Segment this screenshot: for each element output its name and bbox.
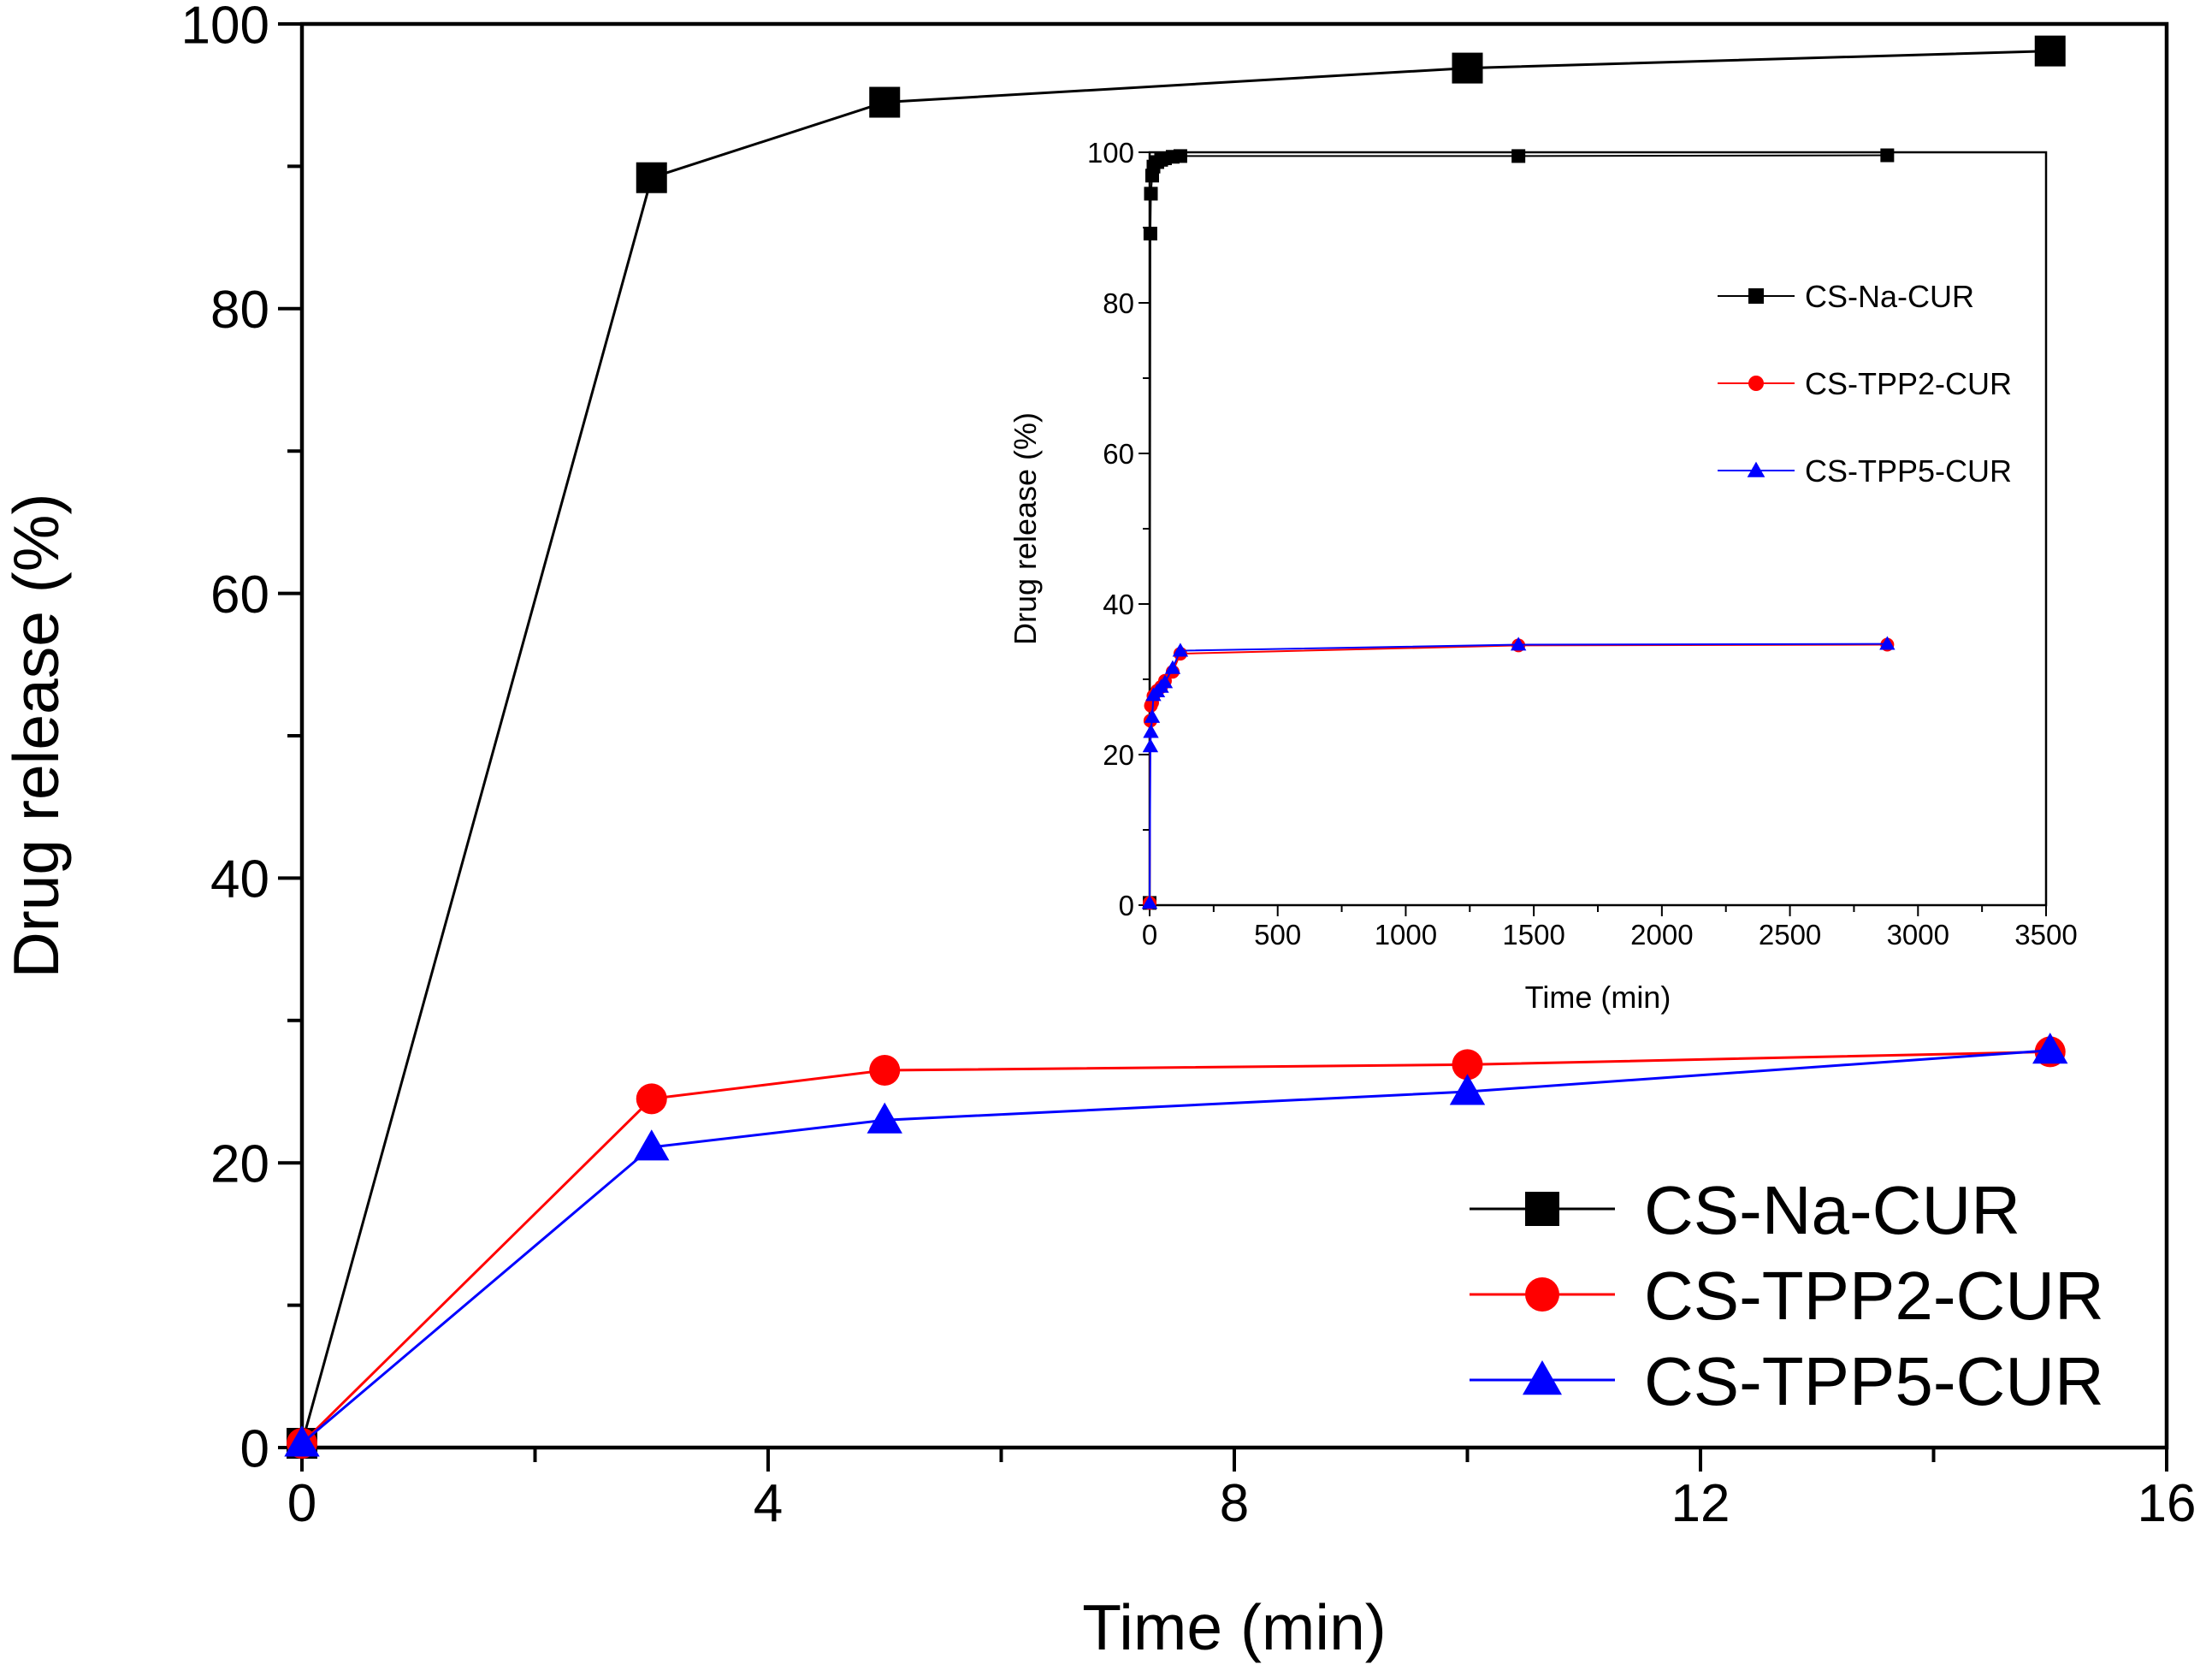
- y-tick-label: 100: [181, 0, 269, 55]
- inset-series-2-point: [1172, 643, 1189, 657]
- series-2-point: [866, 1102, 902, 1134]
- legend-label-1: CS-TPP2-CUR: [1644, 1258, 2104, 1334]
- y-axis-title: Drug release (%): [0, 494, 72, 979]
- x-tick-label: 0: [287, 1474, 316, 1533]
- inset-series-2-point: [1164, 660, 1181, 674]
- inset-y-tick-label: 100: [1087, 137, 1134, 169]
- y-tick-label: 60: [210, 566, 269, 625]
- x-tick-label: 12: [1671, 1474, 1730, 1533]
- inset-y-tick-label: 80: [1103, 287, 1134, 319]
- y-tick-label: 40: [210, 850, 269, 909]
- series-0-point: [1452, 52, 1483, 84]
- legend-marker-0: [1525, 1192, 1559, 1226]
- inset-y-tick-label: 60: [1103, 438, 1134, 470]
- inset-series-2-point: [1510, 637, 1527, 651]
- x-tick-label: 16: [2138, 1474, 2197, 1533]
- inset-y-tick-label: 40: [1103, 589, 1134, 620]
- inset-x-tick-label: 1500: [1502, 919, 1564, 951]
- inset-y-tick-label: 0: [1119, 890, 1134, 921]
- legend-marker-1: [1525, 1277, 1559, 1312]
- series-1-point: [1452, 1049, 1483, 1081]
- series-2-point: [2032, 1033, 2068, 1064]
- inset-legend-marker-0: [1748, 288, 1764, 304]
- x-tick-label: 4: [754, 1474, 783, 1533]
- legend-label-0: CS-Na-CUR: [1644, 1172, 2020, 1248]
- inset-legend-marker-2: [1747, 461, 1765, 477]
- series-2-point: [634, 1129, 670, 1161]
- inset-x-tick-label: 0: [1142, 919, 1157, 951]
- series-1-point: [869, 1055, 901, 1087]
- inset-legend-label-2: CS-TPP5-CUR: [1805, 453, 2012, 489]
- inset-series-2-point: [1142, 738, 1159, 753]
- inset-x-tick-label: 2500: [1759, 919, 1821, 951]
- series-2-point: [284, 1425, 320, 1457]
- inset-series-0-point: [1880, 148, 1895, 163]
- inset-series-0-point: [1511, 149, 1526, 163]
- inset-x-tick-label: 2000: [1630, 919, 1693, 951]
- series-2-point: [1449, 1074, 1486, 1105]
- inset-series-2-point: [1144, 708, 1161, 723]
- inset-series-2-point: [1879, 636, 1896, 650]
- inset-legend-label-0: CS-Na-CUR: [1805, 279, 1974, 314]
- series-0-point: [869, 86, 901, 118]
- inset-x-axis-title: Time (min): [1525, 980, 1671, 1015]
- inset-series-0-point: [1143, 227, 1157, 241]
- x-axis-title: Time (min): [1082, 1591, 1387, 1663]
- inset-chart: 0 500 1000 1500 2000 2500 3000 3500 0 20 40 60 80 100…: [1008, 137, 2078, 1015]
- inset-series-2-point: [1156, 674, 1174, 689]
- inset-y-axis-title: Drug release (%): [1008, 412, 1043, 645]
- x-tick-label: 8: [1220, 1474, 1249, 1533]
- inset-legend-label-1: CS-TPP2-CUR: [1805, 366, 2012, 401]
- inset-series-0-point: [1173, 149, 1187, 163]
- series-1-point: [636, 1083, 667, 1115]
- legend-marker-2: [1523, 1360, 1562, 1395]
- y-tick-label: 0: [240, 1419, 269, 1478]
- inset-x-tick-label: 1000: [1375, 919, 1437, 951]
- inset-series-0-point: [1144, 187, 1158, 201]
- inset-x-tick-label: 3000: [1887, 919, 1949, 951]
- y-tick-label: 80: [210, 281, 269, 340]
- inset-background: [1150, 152, 2046, 905]
- inset-x-tick-label: 3500: [2014, 919, 2077, 951]
- inset-series-2-point: [1143, 724, 1159, 738]
- series-0-point: [2034, 35, 2066, 67]
- y-tick-label: 20: [210, 1135, 269, 1194]
- inset-legend-marker-1: [1748, 376, 1764, 391]
- series-0-point: [636, 162, 667, 193]
- legend-label-2: CS-TPP5-CUR: [1644, 1343, 2104, 1419]
- inset-series-2-point: [1141, 895, 1158, 909]
- inset-x-tick-label: 500: [1254, 919, 1301, 951]
- inset-y-tick-label: 20: [1103, 739, 1134, 771]
